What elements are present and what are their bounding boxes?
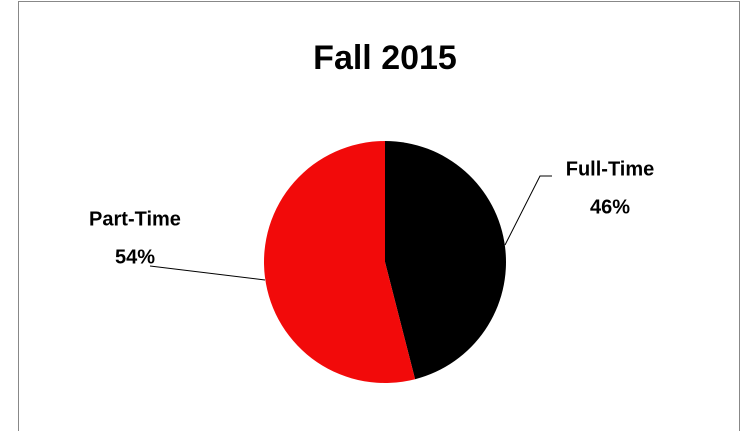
slice-value-label: 54% — [115, 246, 155, 268]
leader-line — [504, 175, 552, 246]
slice-value-label: 46% — [590, 196, 630, 218]
pie-slice — [385, 141, 506, 380]
slice-label: Full-Time — [566, 158, 655, 180]
chart-title: Fall 2015 — [313, 39, 457, 77]
slice-label: Part-Time — [89, 208, 181, 230]
leader-line — [149, 265, 266, 281]
pie-slice — [263, 141, 416, 384]
